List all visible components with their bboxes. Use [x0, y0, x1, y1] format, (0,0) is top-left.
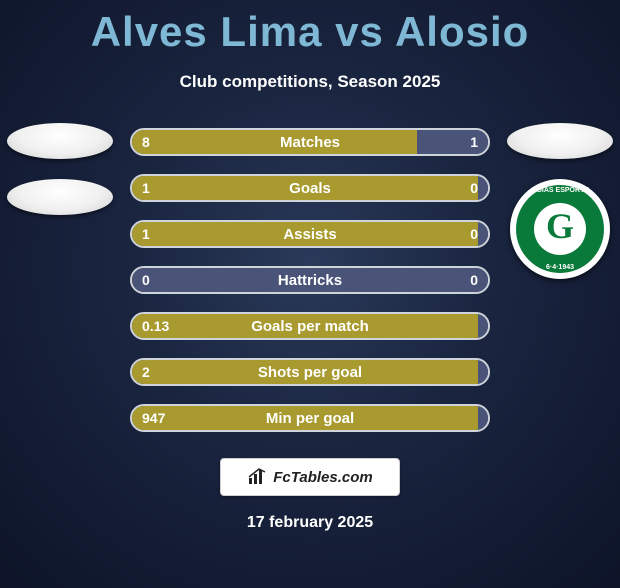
page-title: Alves Lima vs Alosio — [0, 8, 620, 56]
stat-right-value: 0 — [470, 226, 478, 242]
stat-left-value: 0 — [142, 272, 150, 288]
stat-row: 947Min per goal — [130, 404, 490, 432]
stat-left-segment: 0 — [132, 268, 310, 292]
date-text: 17 february 2025 — [0, 514, 620, 532]
club-badge-goias: GOIÁS ESPORTE G 6·4·1943 — [510, 179, 610, 279]
stat-left-segment: 2 — [132, 360, 478, 384]
club-founded: 6·4·1943 — [546, 264, 574, 271]
stat-right-segment: 0 — [310, 268, 488, 292]
stat-left-value: 947 — [142, 410, 165, 426]
stat-row: 10Goals — [130, 174, 490, 202]
stat-left-value: 1 — [142, 226, 150, 242]
stat-row: 2Shots per goal — [130, 358, 490, 386]
stat-left-segment: 1 — [132, 222, 478, 246]
stat-left-value: 0.13 — [142, 318, 169, 334]
stat-right-value: 0 — [470, 180, 478, 196]
stat-right-segment — [478, 314, 488, 338]
stat-left-segment: 947 — [132, 406, 478, 430]
stat-row: 00Hattricks — [130, 266, 490, 294]
stat-left-value: 8 — [142, 134, 150, 150]
stat-right-segment: 0 — [478, 176, 488, 200]
branding-badge[interactable]: FcTables.com — [220, 458, 400, 496]
placeholder-badge — [7, 123, 113, 159]
subtitle: Club competitions, Season 2025 — [0, 72, 620, 92]
chart-icon — [247, 468, 269, 486]
stat-row: 10Assists — [130, 220, 490, 248]
stat-right-segment: 1 — [417, 130, 488, 154]
placeholder-badge — [7, 179, 113, 215]
stat-right-value: 1 — [470, 134, 478, 150]
placeholder-badge — [507, 123, 613, 159]
branding-text: FcTables.com — [273, 469, 372, 486]
stat-left-segment: 1 — [132, 176, 478, 200]
club-name-top: GOIÁS ESPORTE — [531, 187, 589, 194]
stat-right-segment — [478, 406, 488, 430]
stat-left-segment: 0.13 — [132, 314, 478, 338]
stat-left-value: 2 — [142, 364, 150, 380]
stat-right-segment — [478, 360, 488, 384]
left-badges — [0, 123, 120, 215]
stat-bars: 81Matches10Goals10Assists00Hattricks0.13… — [130, 128, 490, 432]
stat-row: 81Matches — [130, 128, 490, 156]
stat-right-value: 0 — [470, 272, 478, 288]
stat-right-segment: 0 — [478, 222, 488, 246]
right-badges: GOIÁS ESPORTE G 6·4·1943 — [500, 123, 620, 279]
stat-row: 0.13Goals per match — [130, 312, 490, 340]
stat-left-segment: 8 — [132, 130, 417, 154]
club-letter: G — [546, 205, 574, 247]
stat-left-value: 1 — [142, 180, 150, 196]
